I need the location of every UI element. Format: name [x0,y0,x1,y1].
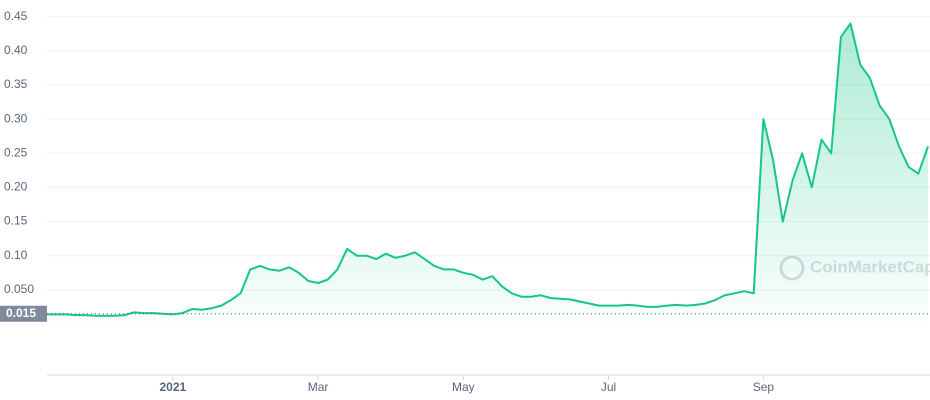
x-tick-label: May [452,380,475,394]
y-tick-label: 0.30 [4,111,28,125]
watermark-text: CoinMarketCap [810,257,930,276]
y-tick-label: 0.050 [4,282,34,296]
plot: 0.050 0.10 0.15 0.20 0.25 0.30 0.35 0.40 0.45 0.0… [0,9,930,394]
y-tick-label: 0.25 [4,145,28,159]
y-tick-label: 0.35 [4,77,28,91]
y-tick-label: 0.45 [4,9,28,23]
watermark: CoinMarketCap [779,255,930,281]
y-tick-label: 0.15 [4,214,28,228]
y-tick-label: 0.40 [4,43,28,57]
reference-label: 0.015 [6,306,36,320]
price-line [47,22,929,317]
reference-label-bg [0,305,47,322]
y-tick-label: 0.10 [4,248,28,262]
x-tick-label: 2021 [160,380,187,394]
x-tick-label: Jul [601,380,616,394]
y-tick-label: 0.20 [4,180,28,194]
x-tick-label: Sep [753,380,775,394]
x-tick-label: Mar [308,380,329,394]
